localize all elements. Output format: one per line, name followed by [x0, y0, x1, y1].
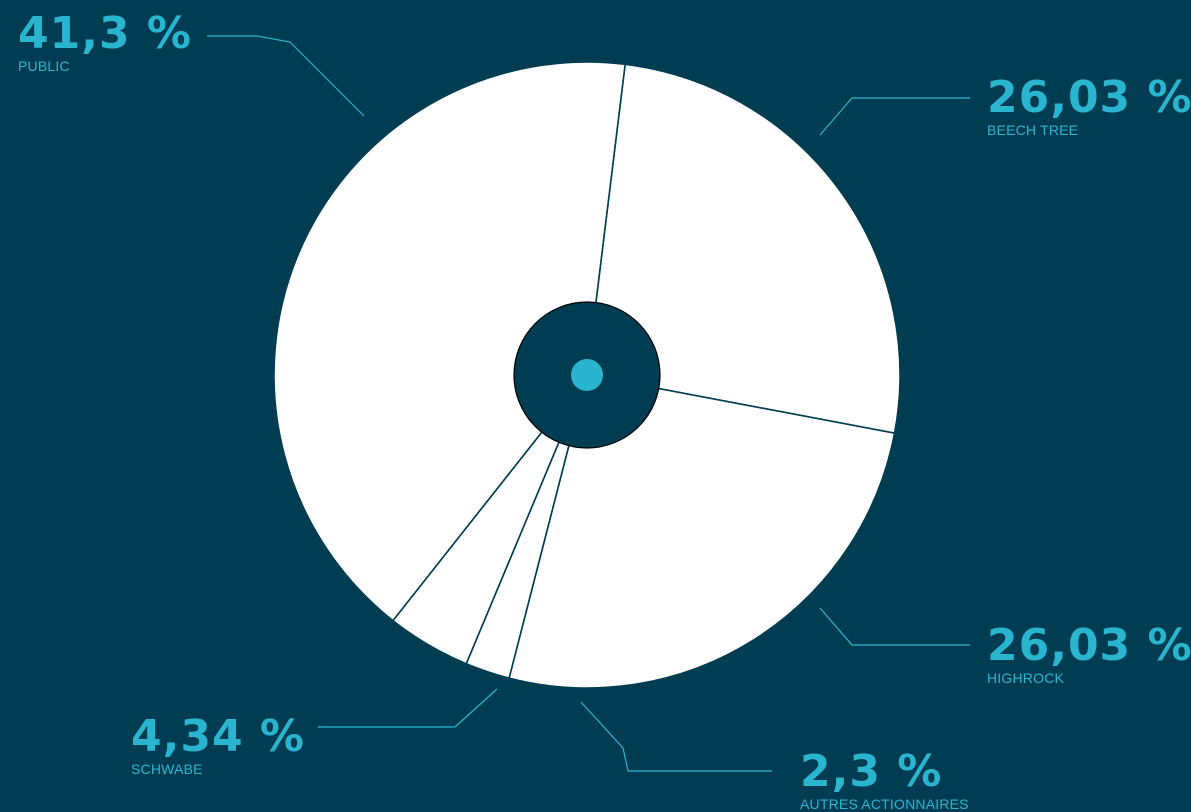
data-label-highrock-name: HIGHROCK	[987, 670, 1065, 686]
slices-layer	[273, 61, 901, 689]
data-label-schwabe-name: SCHWABE	[131, 761, 203, 777]
data-label-beech-tree-value: 26,03 %	[987, 72, 1191, 123]
data-label-autres-actionnaires-name: AUTRES ACTIONNAIRES	[800, 796, 969, 812]
callout-beech-tree: 26,03 % BEECH TREE	[987, 72, 1191, 139]
leader-line-public	[207, 35, 365, 117]
callout-schwabe: 4,34 % SCHWABE	[131, 711, 305, 778]
leader-line-highrock	[819, 607, 970, 646]
pie-slice-public	[273, 61, 626, 622]
callout-highrock: 26,03 % HIGHROCK	[987, 620, 1191, 687]
data-label-public-name: PUBLIC	[18, 58, 70, 74]
data-label-public-value: 41,3 %	[18, 8, 192, 59]
leader-lines-layer	[207, 35, 970, 772]
leader-line-schwabe	[318, 688, 498, 728]
data-label-highrock-value: 26,03 %	[987, 620, 1191, 671]
pie-slice-highrock	[508, 374, 896, 689]
data-label-autres-actionnaires-value: 2,3 %	[800, 746, 943, 797]
callout-autres-actionnaires: 2,3 % AUTRES ACTIONNAIRES	[800, 750, 969, 812]
leader-line-autres-actionnaires	[580, 701, 772, 772]
callout-public: 41,3 % PUBLIC	[18, 8, 192, 75]
center-dot	[571, 359, 603, 391]
leader-line-beech-tree	[819, 97, 970, 136]
pie-slice-beech-tree	[586, 63, 901, 434]
data-label-beech-tree-name: BEECH TREE	[987, 122, 1079, 138]
data-label-schwabe-value: 4,34 %	[131, 711, 305, 762]
